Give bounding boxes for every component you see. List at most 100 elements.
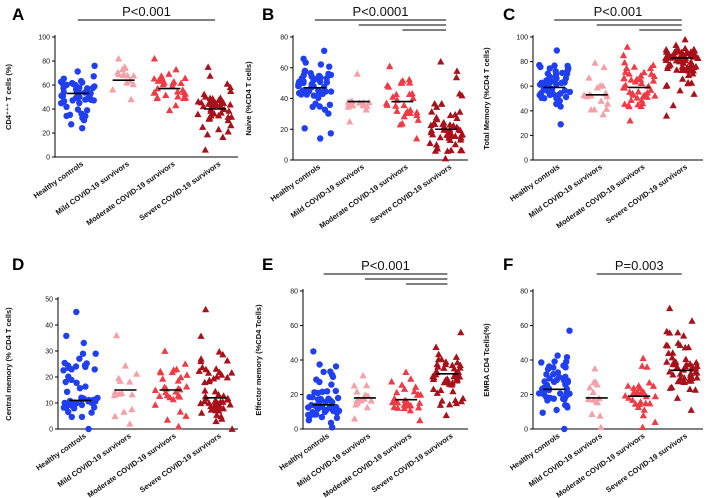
data-point (353, 70, 361, 77)
data-point (691, 53, 699, 60)
data-point (203, 130, 212, 138)
data-point (207, 107, 215, 114)
data-point (130, 72, 138, 79)
data-point (436, 133, 444, 141)
y-tick-label: 80 (280, 35, 288, 42)
y-tick-label: 80 (42, 59, 50, 66)
p-value-label: P<0.001 (594, 4, 643, 19)
data-point (550, 364, 557, 371)
data-point (219, 350, 227, 358)
data-point (445, 380, 454, 387)
data-point (327, 130, 334, 137)
data-point (639, 411, 647, 419)
data-point (60, 98, 68, 105)
data-point (300, 72, 307, 79)
p-value-label: P=0.003 (615, 258, 664, 273)
data-point (631, 78, 639, 85)
data-point (329, 399, 336, 406)
data-point (457, 136, 465, 143)
data-point (392, 102, 400, 109)
data-point (634, 88, 642, 95)
data-point (675, 47, 683, 55)
data-point (85, 425, 92, 433)
x-category-label: Mild COVID-19 survivors (527, 431, 604, 489)
data-point (433, 389, 441, 396)
y-tick-label: 0 (524, 158, 528, 165)
data-point (405, 75, 413, 83)
data-point (316, 103, 323, 110)
data-point (673, 66, 681, 73)
data-point (215, 368, 224, 376)
data-point (398, 381, 406, 388)
data-point (431, 147, 440, 154)
data-point (112, 331, 121, 339)
data-point (153, 84, 162, 92)
data-point (536, 81, 544, 88)
data-point (214, 391, 223, 398)
y-tick-label: 60 (42, 83, 50, 90)
data-point (219, 404, 228, 412)
data-point (433, 103, 441, 110)
data-point (438, 397, 446, 404)
data-point (195, 367, 203, 374)
data-point (60, 367, 67, 374)
data-point (207, 96, 216, 104)
series-healthy (60, 308, 101, 433)
data-point (538, 359, 545, 366)
data-point (407, 375, 415, 382)
data-point (620, 58, 629, 66)
y-tick-label: 60 (280, 65, 288, 72)
data-point (689, 66, 697, 74)
y-tick-label: 40 (280, 96, 288, 103)
data-point (452, 353, 461, 360)
data-point (90, 73, 97, 80)
data-point (350, 382, 358, 389)
y-tick-label: 20 (280, 127, 288, 134)
data-point (223, 373, 231, 381)
data-point (332, 387, 339, 395)
data-point (165, 70, 173, 77)
data-point (453, 114, 461, 122)
data-point (639, 423, 647, 431)
data-point (70, 405, 78, 412)
data-point (119, 71, 127, 78)
data-point (177, 79, 185, 86)
series-severe (662, 35, 702, 119)
data-point (198, 363, 206, 371)
data-point (544, 397, 551, 404)
series-moderate (382, 62, 422, 142)
data-point (63, 332, 70, 340)
data-point (636, 398, 645, 405)
data-point (682, 355, 690, 363)
data-point (428, 108, 436, 115)
data-point (201, 146, 209, 153)
data-point (676, 370, 684, 377)
data-point (169, 395, 177, 403)
data-point (215, 111, 223, 119)
data-point (459, 394, 467, 402)
data-point (620, 74, 628, 81)
data-point (396, 120, 404, 128)
data-point (400, 112, 408, 120)
y-tick-label: 0 (49, 427, 53, 434)
data-point (647, 86, 655, 93)
data-point (630, 384, 638, 391)
y-tick-label: 10 (45, 401, 53, 408)
data-point (627, 96, 635, 103)
data-point (159, 375, 167, 382)
data-point (437, 58, 445, 65)
data-point (227, 87, 235, 95)
data-point (413, 134, 421, 142)
y-tick-label: 100 (38, 35, 50, 42)
data-point (390, 403, 398, 410)
data-point (312, 402, 319, 409)
data-point (450, 364, 458, 372)
data-point (80, 339, 88, 347)
data-point (691, 386, 700, 393)
data-point (621, 100, 629, 107)
data-point (402, 368, 410, 375)
series-healthy (535, 327, 573, 433)
data-point (446, 111, 455, 119)
